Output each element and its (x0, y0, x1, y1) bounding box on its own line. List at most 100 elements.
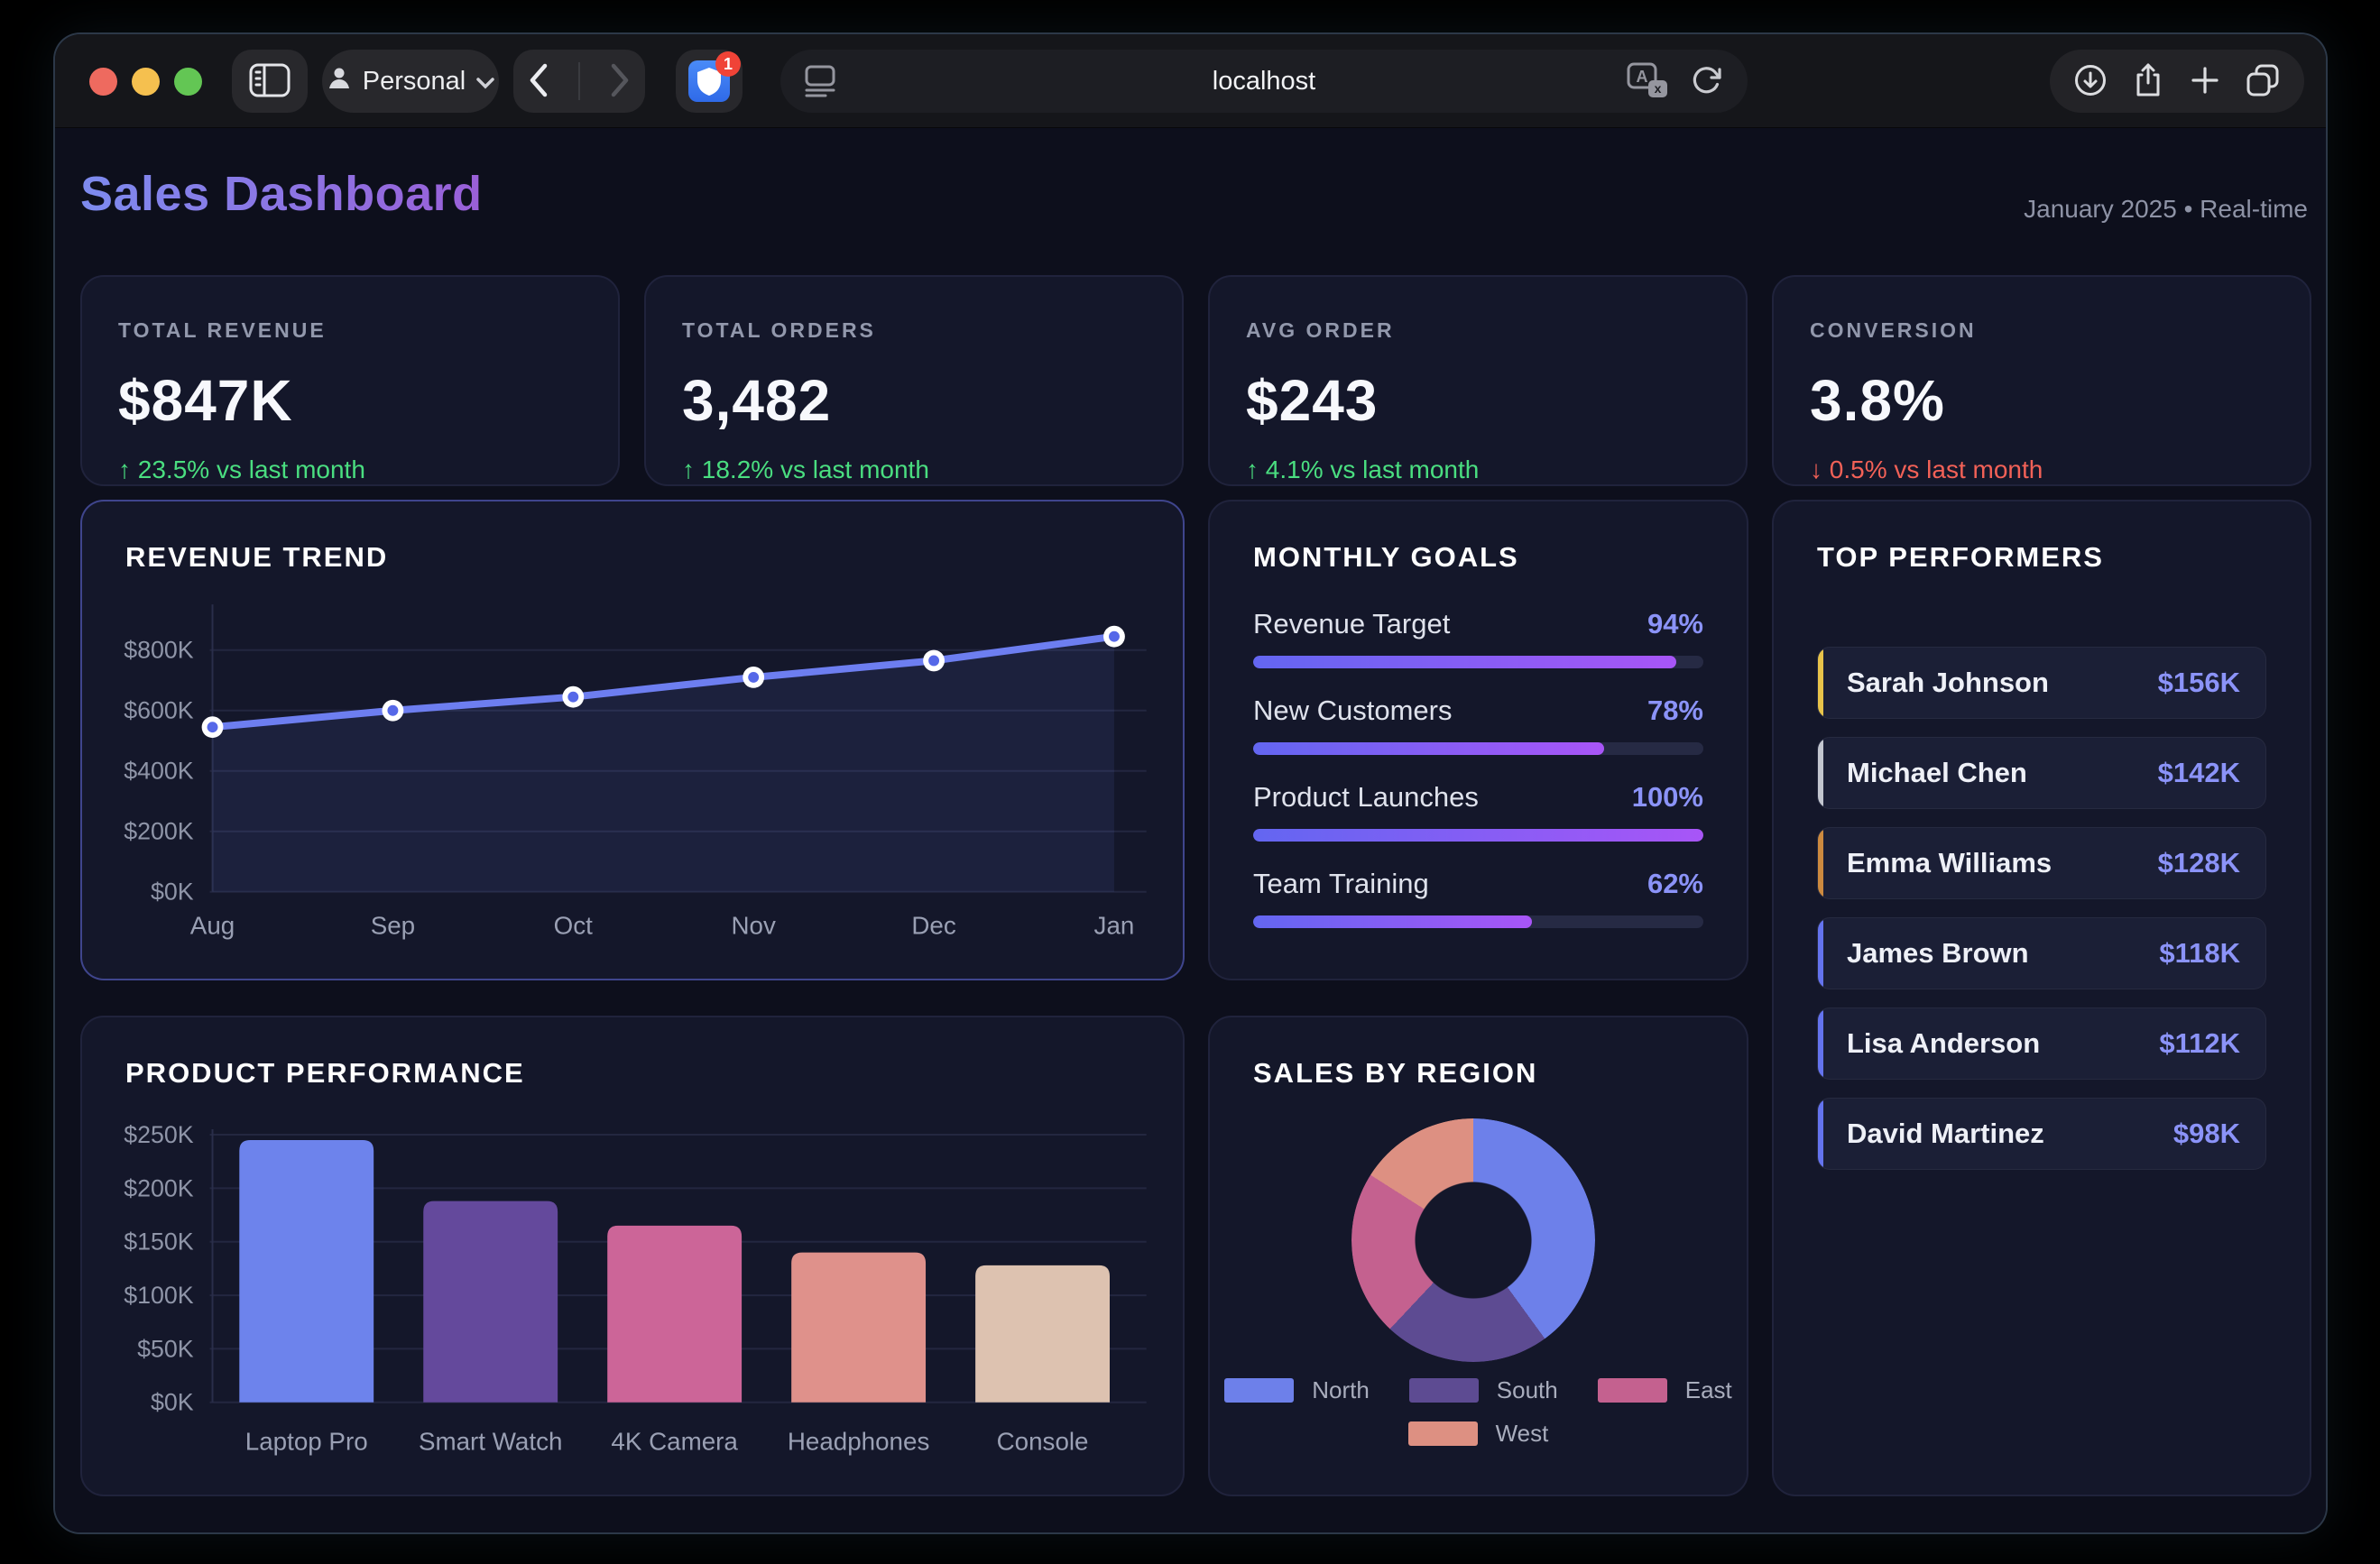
goal-head: Revenue Target 94% (1253, 608, 1703, 640)
dashboard-page: Sales Dashboard January 2025 • Real-time… (55, 128, 2326, 1532)
legend-item: West (1407, 1420, 1548, 1448)
goal-head: New Customers 78% (1253, 695, 1703, 727)
kpi-delta: ↑ 23.5% vs last month (118, 455, 365, 483)
svg-text:Smart Watch: Smart Watch (419, 1427, 562, 1455)
shield-extension-button[interactable]: 1 (676, 50, 743, 113)
forward-button[interactable] (609, 62, 631, 101)
legend-swatch (1597, 1378, 1667, 1403)
svg-text:Headphones: Headphones (788, 1427, 929, 1455)
kpi-label: TOTAL REVENUE (118, 318, 327, 342)
toolbar-right-cluster (2050, 50, 2304, 113)
performer-accent (1818, 1008, 1823, 1079)
performer-row: James Brown $118K (1817, 917, 2266, 989)
monthly-goals-title: MONTHLY GOALS (1253, 541, 1519, 573)
svg-text:Nov: Nov (731, 911, 775, 939)
shield-icon: 1 (688, 51, 741, 102)
back-button[interactable] (528, 62, 549, 101)
performer-name: Sarah Johnson (1847, 667, 2049, 698)
kpi-card: AVG ORDER $243 ↑ 4.1% vs last month (1208, 275, 1748, 486)
legend-swatch (1224, 1378, 1295, 1403)
goal-track (1253, 829, 1703, 842)
kpi-value: $243 (1246, 368, 1379, 433)
performer-name: David Martinez (1847, 1118, 2044, 1149)
goal-percent: 100% (1631, 781, 1703, 813)
revenue-trend-title: REVENUE TREND (125, 541, 389, 573)
zoom-button[interactable] (174, 68, 202, 96)
performer-value: $156K (2157, 667, 2240, 698)
url-bar[interactable]: localhost A x (780, 50, 1748, 113)
legend-item: North (1224, 1376, 1370, 1404)
legend-item: South (1408, 1376, 1558, 1404)
download-icon (2073, 63, 2108, 100)
kpi-value: $847K (118, 368, 293, 433)
performer-value: $112K (2159, 1027, 2240, 1059)
performer-value: $142K (2157, 757, 2240, 788)
performer-name: Lisa Anderson (1847, 1027, 2041, 1059)
kpi-delta: ↑ 18.2% vs last month (682, 455, 929, 483)
goal-row: Revenue Target 94% (1253, 608, 1703, 668)
goal-row: Team Training 62% (1253, 868, 1703, 928)
goal-label: New Customers (1253, 695, 1453, 726)
kpi-value: 3,482 (682, 368, 832, 433)
legend-swatch (1407, 1421, 1478, 1446)
svg-text:Oct: Oct (554, 911, 593, 939)
translate-icon[interactable]: A x (1627, 62, 1670, 100)
tab-overview-button[interactable] (2245, 62, 2281, 101)
legend-label: South (1496, 1376, 1558, 1403)
performer-row: Lisa Anderson $112K (1817, 1007, 2266, 1080)
tab-overview-icon (2245, 62, 2281, 101)
kpi-card: TOTAL ORDERS 3,482 ↑ 18.2% vs last month (644, 275, 1184, 486)
kpi-label: TOTAL ORDERS (682, 318, 876, 342)
region-legend-row-1: North South East (1210, 1376, 1747, 1404)
profile-button[interactable]: Personal (322, 50, 499, 113)
svg-text:Console: Console (997, 1427, 1089, 1455)
goal-track (1253, 742, 1703, 755)
close-button[interactable] (89, 68, 117, 96)
svg-text:$250K: $250K (124, 1121, 194, 1148)
goal-row: New Customers 78% (1253, 695, 1703, 755)
performer-accent (1818, 918, 1823, 989)
window-controls (89, 68, 202, 96)
monthly-goals-card: MONTHLY GOALS Revenue Target 94% New Custo… (1208, 500, 1748, 980)
performer-accent (1818, 648, 1823, 718)
svg-text:$200K: $200K (124, 1174, 194, 1201)
sidebar-toggle-button[interactable] (232, 50, 308, 113)
revenue-trend-card: REVENUE TREND $0K $200K $400K $600K $800K Aug… (80, 500, 1185, 980)
page-format-icon[interactable] (804, 64, 840, 98)
goal-head: Product Launches 100% (1253, 781, 1703, 814)
svg-text:$100K: $100K (124, 1282, 194, 1309)
performer-row: Emma Williams $128K (1817, 827, 2266, 899)
nav-buttons (513, 50, 645, 113)
svg-text:$50K: $50K (137, 1335, 194, 1362)
performer-accent (1818, 738, 1823, 808)
browser-window: Personal (53, 32, 2328, 1534)
svg-text:$400K: $400K (124, 758, 194, 785)
chevron-right-icon (609, 62, 631, 101)
svg-text:Aug: Aug (190, 911, 235, 939)
page-title: Sales Dashboard (80, 167, 483, 221)
download-button[interactable] (2073, 63, 2108, 100)
product-performance-title: PRODUCT PERFORMANCE (125, 1057, 525, 1089)
sidebar-icon (249, 63, 291, 100)
minimize-button[interactable] (132, 68, 160, 96)
performer-accent (1818, 828, 1823, 898)
goal-head: Team Training 62% (1253, 868, 1703, 900)
performer-value: $98K (2172, 1118, 2240, 1149)
share-button[interactable] (2131, 62, 2165, 101)
svg-text:$150K: $150K (124, 1228, 194, 1256)
reload-icon[interactable] (1690, 64, 1724, 98)
top-performers-title: TOP PERFORMERS (1817, 541, 2104, 573)
kpi-value: 3.8% (1810, 368, 1945, 433)
revenue-trend-chart: $0K $200K $400K $600K $800K Aug Sep Oct Nov Dec Ja… (124, 604, 1147, 939)
goal-track (1253, 915, 1703, 928)
svg-text:$200K: $200K (124, 818, 194, 845)
svg-text:Jan: Jan (1094, 911, 1135, 939)
page-subtitle: January 2025 • Real-time (2024, 195, 2308, 223)
goal-label: Team Training (1253, 868, 1429, 899)
new-tab-button[interactable] (2189, 64, 2221, 99)
goal-fill (1253, 829, 1703, 842)
product-performance-card: PRODUCT PERFORMANCE $0K $50K $100K $150K $20… (80, 1016, 1185, 1496)
goal-fill (1253, 742, 1605, 755)
kpi-label: AVG ORDER (1246, 318, 1395, 342)
